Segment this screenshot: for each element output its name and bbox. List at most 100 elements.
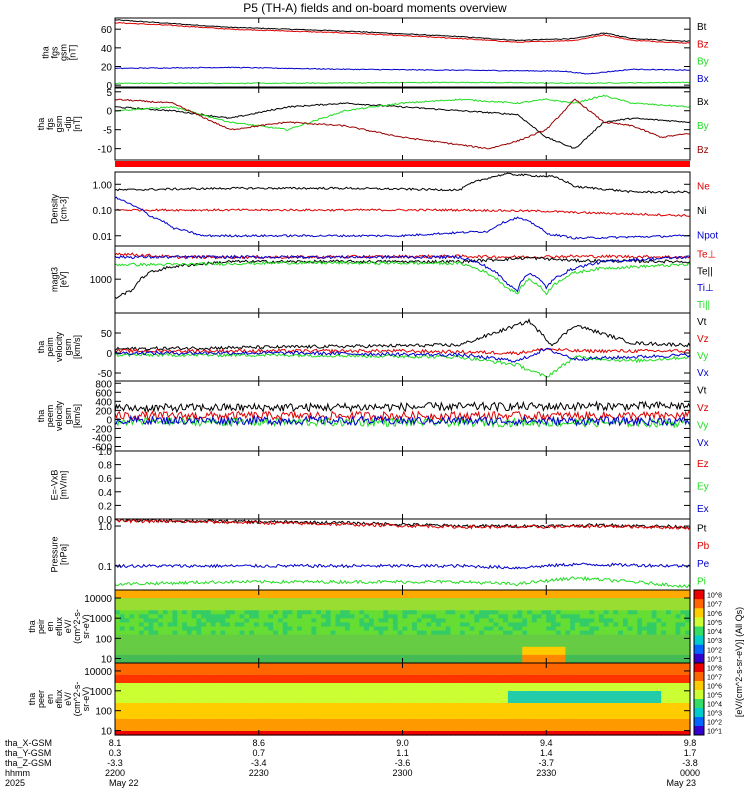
ylabel-line: peim (45, 337, 55, 357)
ytick-label: 0 (106, 349, 112, 360)
ylabel: Density [cm-3] (50, 193, 69, 224)
colorbar-label: [eV/(cm^2-s-sr-eV)] (All Qs) (734, 607, 744, 717)
ytick-label: 0.8 (98, 461, 112, 472)
xaxis-value: 0.7 (252, 748, 265, 758)
colorbar-tick: 10^8 (707, 593, 722, 600)
colorbar-tick: 10^8 (707, 666, 722, 673)
series-Ti⊥ (114, 254, 691, 293)
ytick-label: 10000 (84, 667, 112, 678)
panel-temperature: 1000 magt3 [eV] Te⊥ Te|| Ti⊥ Ti|| (50, 245, 716, 314)
ylabel-line: velocity (54, 331, 64, 362)
ylabel-line: tha (27, 693, 37, 706)
panel-peim_velocity: -50 0 50 tha peim velocity gsm [km/s] Vt Vz Vy Vx (36, 312, 709, 382)
ylabel-line: peem (45, 405, 55, 428)
ylabel-line: en (45, 621, 55, 631)
ylabel-line: [nT] (68, 45, 78, 61)
ytick-label: 5 (106, 88, 112, 99)
ylabel-line: velocity (54, 400, 64, 431)
ytick-label: 200 (95, 406, 112, 417)
ytick-label: 100 (95, 634, 112, 645)
ylabel-line: -dip (63, 116, 73, 131)
colorbar-tick: 10^1 (707, 656, 722, 663)
panel-frame (114, 450, 691, 520)
ylabel: magt3 [eV] (50, 267, 69, 292)
xaxis-value: -3.4 (251, 758, 267, 768)
ylabel: Pressure [nPa] (50, 536, 69, 572)
legend-Ez: Ez (697, 459, 709, 470)
series-Vt (114, 400, 691, 414)
ytick-label: 40 (101, 44, 113, 55)
ylabel: tha peir en eflux eV/(cm^2-s-sr-eV) (27, 609, 91, 644)
panel-fgs_btot: 0 20 40 60 tha fgs gsm [nT] Bt Bz By Bx (41, 17, 709, 92)
ytick-label: 1000 (90, 687, 113, 698)
ytick-label: 1.0 (98, 522, 112, 533)
ylabel-line: fgs (50, 46, 60, 59)
ylabel-line: (cm^2-s- (72, 682, 82, 717)
colorbar-tick: 10^4 (707, 629, 722, 636)
series-Pb (114, 518, 691, 531)
legend-Vx: Vx (697, 368, 709, 379)
colorbar-tick: 10^4 (707, 702, 722, 709)
xaxis-row-label: tha_X-GSM (5, 738, 52, 748)
ytick-label: 0.2 (98, 501, 112, 512)
panel-peer_eflux: 10 100 1000 10000 tha peer en eflux eV/(cm^2-s-s… (27, 662, 691, 738)
colorbar-tick: 10^2 (707, 720, 722, 727)
series-By (114, 94, 691, 131)
series-Vt (114, 317, 691, 351)
ylabel-line: eV/ (63, 692, 73, 706)
legend-Pe: Pe (697, 559, 710, 570)
legend-By: By (697, 57, 709, 68)
xaxis-value: 0.3 (109, 748, 122, 758)
ylabel-line: peer (36, 690, 46, 708)
xaxis-value: 2230 (249, 768, 269, 778)
series-Bt (114, 19, 691, 42)
series-Ne (114, 208, 691, 218)
series-Vz (114, 410, 691, 422)
legend-Bt: Bt (697, 22, 707, 33)
xaxis-value: 9.8 (684, 738, 697, 748)
series-Bx (114, 102, 691, 149)
xaxis-value: 9.4 (540, 738, 553, 748)
panel-peir_eflux: 10 100 1000 10000 tha peir en eflux eV/(cm^2-s-s… (27, 589, 691, 666)
ylabel-line: [mV/m] (59, 471, 69, 500)
colorbar-tick: 10^5 (707, 620, 722, 627)
legend-Vx: Vx (697, 438, 709, 449)
colorbar-tick: 10^7 (707, 602, 722, 609)
ylabel-line: eflux (54, 689, 64, 709)
ytick-label: 100 (95, 707, 112, 718)
xaxis-value: May 23 (666, 778, 696, 788)
xaxis-row-label: 2025 (5, 778, 25, 788)
ylabel-line: sr-eV) (81, 614, 91, 639)
legend-Te||: Te|| (697, 266, 713, 277)
ylabel: tha peem velocity gsm [km/s] (36, 400, 82, 431)
ylabel-line: magt3 (50, 267, 60, 292)
ylabel-line: [km/s] (72, 335, 82, 359)
ytick-label: -400 (92, 433, 112, 444)
mode-bar (115, 161, 690, 167)
series-Vz (114, 347, 691, 356)
ylabel-line: E=-VxB (50, 470, 60, 501)
ylabel-line: tha (27, 620, 37, 633)
ytick-label: 0.0 (98, 515, 112, 526)
panel-fgs_bcomp: -10 -5 0 5 tha fgs gsm -dip [nT] Bx By Bz (36, 87, 709, 161)
ytick-label: 600 (95, 388, 112, 399)
ylabel-line: gsm (59, 44, 69, 61)
panel-frame (114, 312, 691, 382)
ylabel-line: Pressure (50, 536, 60, 572)
ylabel: tha fgs gsm [nT] (41, 44, 78, 61)
ytick-label: 1000 (90, 275, 113, 286)
legend-Ti⊥: Ti⊥ (697, 283, 714, 294)
ytick-label: 0.6 (98, 474, 112, 485)
ytick-label: 0.1 (98, 562, 112, 573)
series-Pe (115, 562, 691, 570)
ylabel: tha peim velocity gsm [km/s] (36, 331, 82, 362)
colorbar-tick: 10^5 (707, 693, 722, 700)
colorbar-tick: 10^1 (707, 729, 722, 736)
xaxis-value: 0000 (680, 768, 700, 778)
panel-frame (114, 87, 691, 161)
ytick-label: -5 (103, 126, 112, 137)
ytick-label: -10 (98, 145, 113, 156)
panel-pressure: 0.1 1.0 Pressure [nPa] Pt Pb Pe Pi (50, 518, 710, 591)
ylabel: tha fgs gsm -dip [nT] (36, 115, 82, 132)
